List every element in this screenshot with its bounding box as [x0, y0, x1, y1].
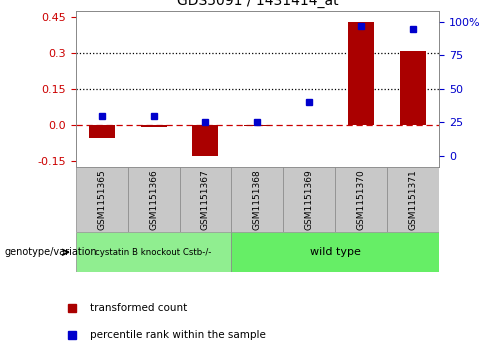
Bar — [76, 167, 127, 232]
Bar — [231, 167, 284, 232]
Bar — [348, 22, 374, 125]
Bar — [231, 232, 439, 272]
Text: GSM1151366: GSM1151366 — [149, 169, 158, 230]
Text: GSM1151367: GSM1151367 — [201, 169, 210, 230]
Text: GSM1151365: GSM1151365 — [97, 169, 106, 230]
Text: GSM1151369: GSM1151369 — [305, 169, 314, 230]
Text: genotype/variation: genotype/variation — [5, 247, 98, 257]
Bar — [400, 50, 426, 125]
Text: GSM1151370: GSM1151370 — [357, 169, 366, 230]
Text: GSM1151371: GSM1151371 — [409, 169, 418, 230]
Bar — [192, 125, 219, 156]
Bar — [141, 125, 166, 127]
Bar — [180, 167, 231, 232]
Bar — [76, 232, 231, 272]
Bar — [335, 167, 387, 232]
Bar — [127, 167, 180, 232]
Bar — [284, 167, 335, 232]
Bar — [89, 125, 115, 138]
Text: transformed count: transformed count — [90, 303, 188, 313]
Text: percentile rank within the sample: percentile rank within the sample — [90, 330, 266, 340]
Text: cystatin B knockout Cstb-/-: cystatin B knockout Cstb-/- — [95, 248, 212, 257]
Text: wild type: wild type — [310, 247, 361, 257]
Title: GDS5091 / 1431414_at: GDS5091 / 1431414_at — [177, 0, 338, 8]
Text: GSM1151368: GSM1151368 — [253, 169, 262, 230]
Bar — [387, 167, 439, 232]
Bar — [244, 125, 270, 126]
